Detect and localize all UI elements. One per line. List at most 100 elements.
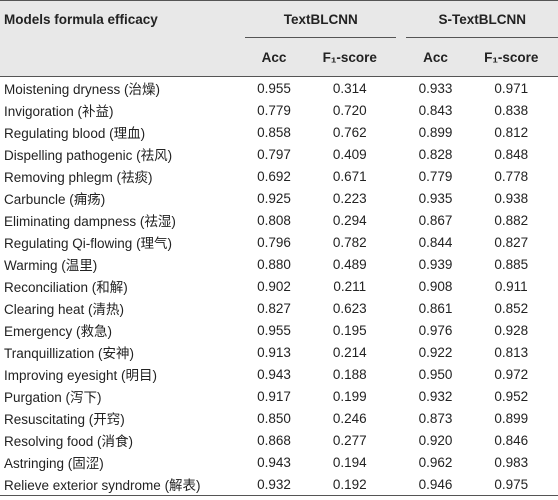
table-body: Moistening dryness (治燥) 0.955 0.314 0.933 0.… (0, 77, 558, 496)
spacer (396, 275, 406, 297)
value-cell: 0.797 (257, 146, 291, 162)
group-header: TextBLCNN (245, 0, 397, 38)
value-cell: 0.779 (257, 102, 291, 118)
column-header: Acc (406, 37, 465, 77)
value-cell: 0.852 (494, 300, 529, 316)
spacer (396, 429, 406, 451)
column-header: Acc (245, 37, 304, 77)
value-cell: 0.975 (464, 473, 558, 496)
spacer (396, 99, 406, 121)
value-cell: 0.971 (494, 80, 529, 96)
row-label: Clearing heat (清热) (4, 302, 125, 317)
value-cell: 0.214 (332, 344, 367, 360)
table-row: Regulating blood (理血) 0.858 0.762 0.899 0.81… (0, 121, 558, 143)
spacer (396, 187, 406, 209)
row-label: Improving eyesight (明目) (4, 368, 158, 383)
spacer (396, 341, 406, 363)
spacer (396, 385, 406, 407)
column-header: F₁-score (303, 37, 397, 77)
value-cell: 0.211 (333, 278, 367, 294)
row-label: Invigoration (补益) (4, 104, 114, 119)
group-header: S-TextBLCNN (406, 0, 558, 38)
value-cell: 0.192 (303, 473, 397, 496)
value-cell: 0.933 (418, 80, 453, 96)
spacer (396, 209, 406, 231)
row-label: Reconciliation (和解) (4, 280, 128, 295)
value-cell: 0.885 (494, 256, 529, 272)
table-row: Eliminating dampness (祛湿) 0.808 0.294 0.867… (0, 209, 558, 231)
table-row: Removing phlegm (祛痰) 0.692 0.671 0.779 0.778 (0, 165, 558, 187)
value-cell: 0.925 (257, 190, 291, 206)
value-cell: 0.955 (257, 322, 291, 338)
value-cell: 0.928 (494, 322, 529, 338)
value-cell: 0.955 (257, 80, 291, 96)
value-cell: 0.952 (494, 388, 529, 404)
value-cell: 0.932 (418, 388, 453, 404)
value-cell: 0.720 (332, 102, 367, 118)
value-cell: 0.195 (332, 322, 367, 338)
row-label: Astringing (固涩) (4, 456, 104, 471)
row-label: Regulating blood (理血) (4, 126, 146, 141)
row-label: Dispelling pathogenic (祛风) (4, 148, 173, 163)
table-row: Relieve exterior syndrome (解表) 0.932 0.192… (0, 473, 558, 496)
value-cell: 0.194 (332, 454, 367, 470)
table-row: Carbuncle (痈疡) 0.925 0.223 0.935 0.938 (0, 187, 558, 209)
spacer (396, 319, 406, 341)
row-label: Removing phlegm (祛痰) (4, 170, 153, 185)
row-label: Relieve exterior syndrome (解表) (0, 473, 245, 496)
value-cell: 0.277 (332, 432, 367, 448)
spacer (396, 363, 406, 385)
spacer (396, 77, 406, 100)
value-cell: 0.950 (418, 366, 453, 382)
row-label: Moistening dryness (治燥) (4, 82, 161, 97)
value-cell: 0.827 (494, 234, 529, 250)
table-row: Clearing heat (清热) 0.827 0.623 0.861 0.852 (0, 297, 558, 319)
value-cell: 0.246 (332, 410, 367, 426)
spacer (396, 407, 406, 429)
table-row: Dispelling pathogenic (祛风) 0.797 0.409 0.82… (0, 143, 558, 165)
table-row: Purgation (泻下) 0.917 0.199 0.932 0.952 (0, 385, 558, 407)
row-label: Resolving food (消食) (4, 434, 134, 449)
table-row: Regulating Qi-flowing (理气) 0.796 0.782 0.84… (0, 231, 558, 253)
value-cell: 0.861 (418, 300, 453, 316)
value-cell: 0.779 (418, 168, 453, 184)
value-cell: 0.692 (257, 168, 291, 184)
row-label: Eliminating dampness (祛湿) (4, 214, 176, 229)
value-cell: 0.880 (257, 256, 291, 272)
table-row: Warming (温里) 0.880 0.489 0.939 0.885 (0, 253, 558, 275)
value-cell: 0.294 (332, 212, 367, 228)
value-cell: 0.778 (494, 168, 529, 184)
value-cell: 0.946 (406, 473, 465, 496)
value-cell: 0.782 (332, 234, 367, 250)
value-cell: 0.762 (332, 124, 367, 140)
value-cell: 0.848 (494, 146, 529, 162)
value-cell: 0.943 (257, 454, 291, 470)
value-cell: 0.873 (418, 410, 453, 426)
value-cell: 0.409 (332, 146, 367, 162)
value-cell: 0.962 (418, 454, 453, 470)
value-cell: 0.932 (245, 473, 304, 496)
value-cell: 0.908 (418, 278, 453, 294)
value-cell: 0.314 (332, 80, 367, 96)
table-row: Reconciliation (和解) 0.902 0.211 0.908 0.911 (0, 275, 558, 297)
value-cell: 0.868 (257, 432, 291, 448)
spacer (396, 297, 406, 319)
value-cell: 0.935 (418, 190, 453, 206)
value-cell: 0.796 (257, 234, 291, 250)
value-cell: 0.939 (418, 256, 453, 272)
value-cell: 0.838 (494, 102, 529, 118)
table-row: Invigoration (补益) 0.779 0.720 0.843 0.838 (0, 99, 558, 121)
spacer (396, 37, 407, 77)
value-cell: 0.812 (494, 124, 529, 140)
value-cell: 0.223 (332, 190, 367, 206)
value-cell: 0.828 (418, 146, 453, 162)
value-cell: 0.623 (332, 300, 367, 316)
value-cell: 0.920 (418, 432, 453, 448)
value-cell: 0.899 (418, 124, 453, 140)
row-label: Purgation (泻下) (4, 390, 102, 405)
value-cell: 0.199 (332, 388, 367, 404)
row-label: Resuscitating (开窍) (4, 412, 125, 427)
value-cell: 0.827 (257, 300, 291, 316)
corner-header: Models formula efficacy (0, 0, 245, 38)
